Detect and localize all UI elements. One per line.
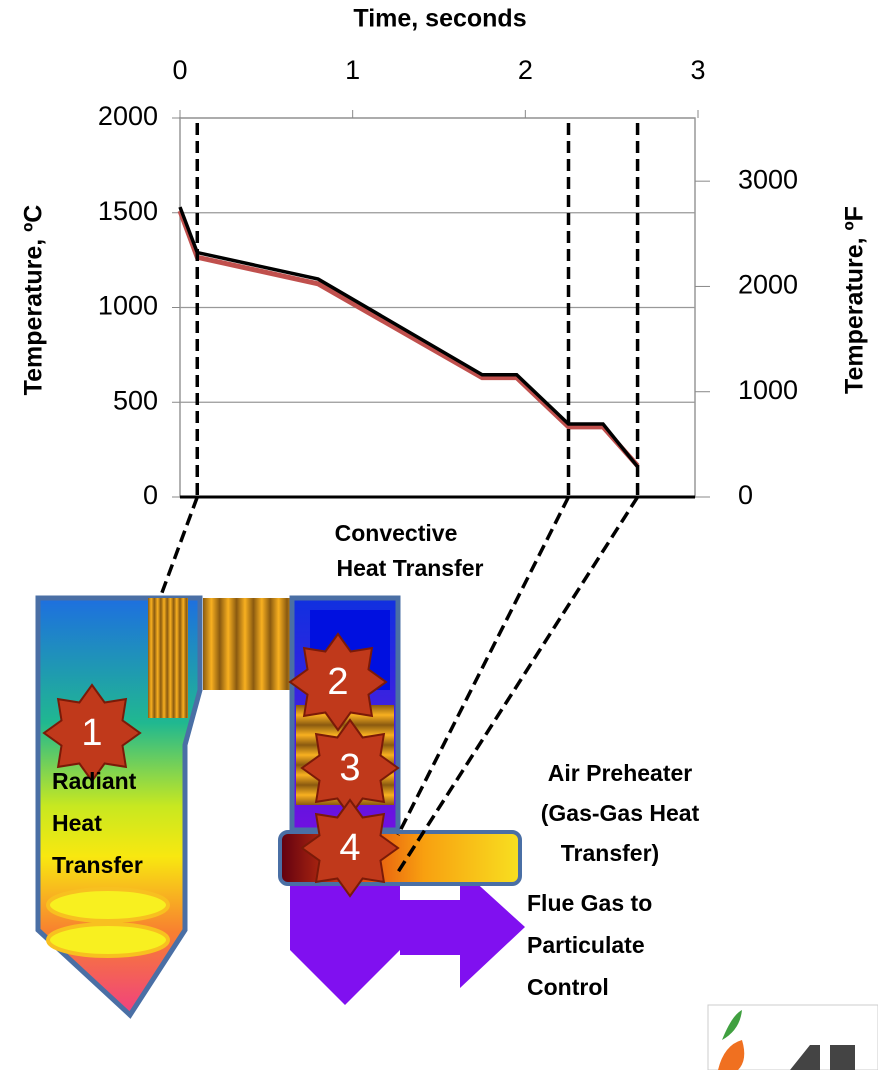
x-tick-label: 1	[345, 55, 360, 85]
zone-connector	[398, 497, 569, 835]
y-tick-label: 500	[113, 385, 158, 415]
y2-tick-label: 3000	[738, 164, 798, 194]
zone-connector	[160, 497, 197, 598]
x-axis-title: Time, seconds	[353, 5, 526, 33]
y-axis-title: Temperature, ºC	[20, 205, 48, 396]
air-preheater-label: Transfer)	[561, 840, 659, 866]
y2-tick-label: 1000	[738, 375, 798, 405]
y-tick-label: 2000	[98, 101, 158, 131]
logo	[708, 1005, 878, 1070]
y2-tick-label: 2000	[738, 270, 798, 300]
y-tick-label: 1000	[98, 291, 158, 321]
y2-axis-title: Temperature, ºF	[841, 206, 869, 394]
x-tick-label: 2	[518, 55, 533, 85]
flue-gas-label: Flue Gas to	[527, 890, 652, 916]
air-preheater-label: Air Preheater	[548, 760, 693, 786]
page: {"chart_data": {"type": "line", "title":…	[0, 0, 878, 1070]
boiler-diagram	[38, 598, 878, 1070]
radiant-label: Radiant	[52, 768, 137, 794]
y2-tick-label: 0	[738, 480, 753, 510]
convective-label: Heat Transfer	[336, 555, 483, 581]
zone-number: 3	[339, 747, 360, 789]
flue-gas-arrow	[290, 868, 525, 1005]
convective-label: Convective	[335, 520, 458, 546]
zone-number: 4	[339, 827, 360, 869]
radiant-tubes	[148, 598, 188, 718]
x-tick-label: 0	[172, 55, 187, 85]
radiant-label: Transfer	[52, 852, 143, 878]
flame	[48, 889, 168, 921]
flue-gas-label: Control	[527, 974, 609, 1000]
zone-number: 2	[327, 661, 348, 703]
y-tick-label: 1500	[98, 196, 158, 226]
zone-number: 1	[81, 712, 102, 754]
flame	[48, 924, 168, 956]
x-tick-label: 3	[690, 55, 705, 85]
figure: 0 500 1000 1500 2000 0 1000 2000 3000 0 1 2 3 Time, s…	[0, 0, 878, 1070]
flue-gas-label: Particulate	[527, 932, 645, 958]
y-tick-label: 0	[143, 480, 158, 510]
air-preheater-label: (Gas-Gas Heat	[541, 800, 700, 826]
radiant-label: Heat	[52, 810, 102, 836]
